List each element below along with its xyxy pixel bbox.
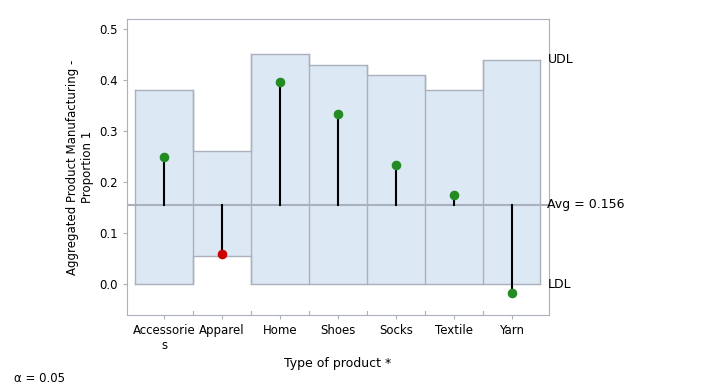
- Point: [448, 192, 459, 198]
- X-axis label: Type of product *: Type of product *: [284, 358, 391, 371]
- Point: [158, 154, 170, 160]
- Y-axis label: Aggregated Product Manufacturing -
Proportion 1: Aggregated Product Manufacturing - Propo…: [65, 60, 94, 275]
- Point: [390, 162, 401, 168]
- Text: LDL: LDL: [548, 278, 571, 291]
- Point: [506, 290, 517, 296]
- Text: α = 0.05: α = 0.05: [14, 372, 65, 384]
- Text: UDL: UDL: [548, 53, 573, 66]
- Point: [332, 111, 344, 117]
- Text: Avg = 0.156: Avg = 0.156: [548, 198, 625, 211]
- Point: [217, 251, 228, 257]
- Point: [275, 79, 286, 85]
